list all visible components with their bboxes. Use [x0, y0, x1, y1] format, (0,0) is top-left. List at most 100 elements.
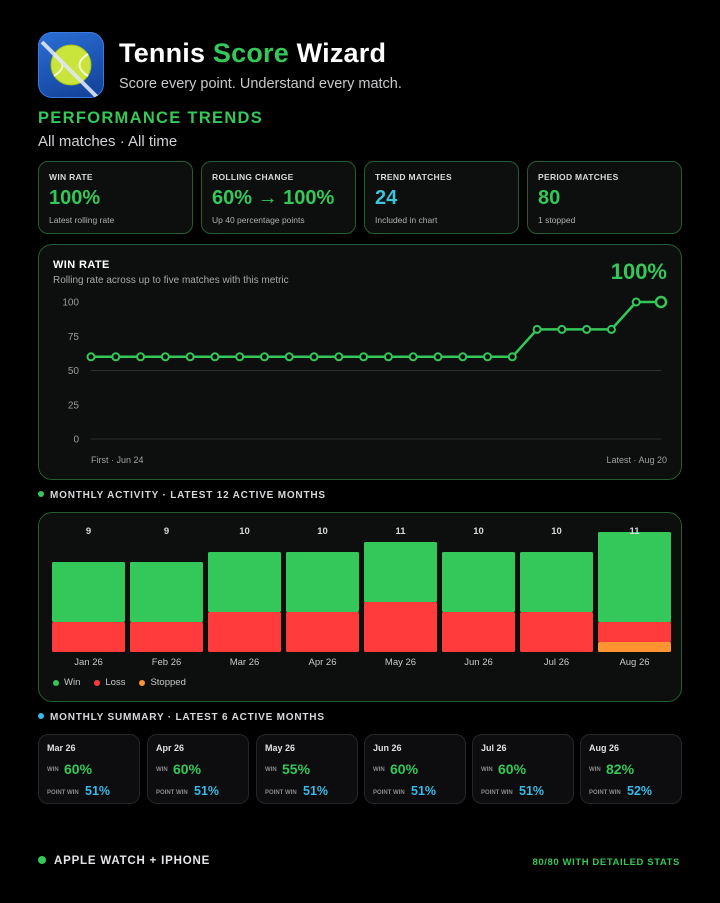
stat-card-rolling-change: ROLLING CHANGE 60% → 100% Up 40 percenta…: [201, 161, 356, 234]
win-rate-line: [91, 300, 661, 359]
data-point: [654, 295, 668, 309]
bar-segment-loss: [286, 612, 359, 652]
y-tick-label: 50: [68, 366, 80, 377]
win-value: 82%: [606, 761, 635, 777]
win-swatch-icon: [53, 679, 59, 686]
device-label: APPLE WATCH + IPHONE: [38, 855, 210, 867]
bar-total-label: 11: [629, 526, 640, 537]
bar-segment-loss: [52, 622, 125, 652]
tennis-ball-icon: [40, 40, 100, 98]
data-point: [309, 352, 319, 362]
point-win-label: POINT WIN: [47, 790, 79, 796]
stat-card-trend-matches: TREND MATCHES 24 Included in chart: [364, 161, 519, 234]
win-value: 60%: [64, 761, 93, 777]
data-point: [111, 352, 121, 362]
summary-card-jul[interactable]: Jul 26 WIN 60% POINT WIN 51%: [472, 734, 574, 804]
stat-label: PERIOD MATCHES: [538, 172, 619, 182]
summary-card-mar[interactable]: Mar 26 WIN 60% POINT WIN 51%: [38, 734, 140, 804]
stat-note: Latest rolling rate: [49, 215, 115, 225]
summary-month: May 26: [265, 743, 296, 753]
title-part-3: Wizard: [296, 38, 387, 68]
stat-note: Up 40 percentage points: [212, 215, 305, 225]
legend-label: Loss: [105, 677, 126, 688]
data-point: [259, 352, 269, 362]
filter-summary[interactable]: All matches · All time: [38, 133, 178, 150]
win-rate-chart-card: WIN RATE Rolling rate across up to five …: [38, 244, 682, 480]
chart-first-label: First · Jun 24: [91, 455, 144, 465]
monthly-activity-bar-chart: 9 Jan 26 9 Feb 26 10 Mar 26 10 Apr 26 11 May 26 10…: [52, 526, 671, 668]
win-value: 60%: [498, 761, 527, 777]
bar-total-label: 9: [86, 526, 91, 537]
win-value: 60%: [173, 761, 202, 777]
bar-segment-win: [52, 562, 125, 622]
data-point: [359, 352, 369, 362]
bar-segment-win: [598, 532, 671, 622]
stopped-swatch-icon: [139, 679, 146, 686]
data-point: [507, 352, 517, 362]
data-point: [160, 352, 170, 362]
bar-segment-win: [286, 552, 359, 612]
green-dot-icon: [38, 491, 44, 497]
bar-segment-win: [364, 542, 437, 602]
x-tick-label: Jan 26: [74, 657, 103, 668]
win-label: WIN: [373, 767, 385, 773]
bar-segment-win: [208, 552, 281, 612]
point-win-value: 51%: [519, 784, 545, 798]
stat-value: 100%: [49, 187, 101, 209]
point-win-label: POINT WIN: [265, 790, 297, 796]
title-part-2: Score: [212, 38, 297, 68]
point-win-label: POINT WIN: [589, 790, 621, 796]
stat-label: WIN RATE: [49, 172, 93, 182]
x-tick-label: Aug 26: [619, 657, 649, 668]
x-tick-label: Jul 26: [544, 657, 569, 668]
bar-total-label: 10: [473, 526, 484, 537]
x-tick-label: Apr 26: [309, 657, 337, 668]
stat-card-period-matches: PERIOD MATCHES 80 1 stopped: [527, 161, 682, 234]
stat-note: 1 stopped: [538, 215, 576, 225]
title-part-1: Tennis: [119, 38, 213, 68]
stat-label: ROLLING CHANGE: [212, 172, 294, 182]
win-label: WIN: [265, 767, 277, 773]
stat-note: Included in chart: [375, 215, 438, 225]
legend-label: Stopped: [150, 677, 186, 688]
data-point: [86, 352, 96, 362]
bar-segment-stopped: [598, 642, 671, 652]
chart-title: WIN RATE: [53, 259, 110, 271]
chart-legend: Win Loss Stopped: [53, 677, 186, 688]
monthly-activity-title: MONTHLY ACTIVITY · LATEST 12 ACTIVE MONT…: [38, 490, 326, 501]
data-point: [235, 352, 245, 362]
data-point: [532, 324, 542, 334]
summary-card-apr[interactable]: Apr 26 WIN 60% POINT WIN 51%: [147, 734, 249, 804]
legend-item-stopped: Stopped: [139, 677, 186, 688]
bar-segment-loss: [208, 612, 281, 652]
summary-card-may[interactable]: May 26 WIN 55% POINT WIN 51%: [256, 734, 358, 804]
bar-total-label: 10: [551, 526, 562, 537]
y-tick-label: 75: [68, 332, 80, 343]
bar-segment-loss: [130, 622, 203, 652]
summary-month: Aug 26: [589, 743, 620, 753]
data-point: [334, 352, 344, 362]
data-point: [483, 352, 493, 362]
monthly-summary-title: MONTHLY SUMMARY · LATEST 6 ACTIVE MONTHS: [38, 712, 325, 723]
point-win-value: 51%: [303, 784, 329, 798]
summary-card-aug[interactable]: Aug 26 WIN 82% POINT WIN 52%: [580, 734, 682, 804]
data-point: [582, 324, 592, 334]
bar-total-label: 10: [239, 526, 250, 537]
win-rate-line-chart: 0 25 50 75 100: [62, 295, 668, 446]
detailed-stats-count: 80/80 WITH DETAILED STATS: [532, 857, 680, 868]
win-value: 55%: [282, 761, 311, 777]
app-subtitle: Score every point. Understand every matc…: [119, 76, 402, 92]
stat-label: TREND MATCHES: [375, 172, 452, 182]
chart-subtitle: Rolling rate across up to five matches w…: [53, 275, 289, 286]
bar-total-label: 11: [395, 526, 406, 537]
data-point: [185, 352, 195, 362]
status-dot-icon: [38, 856, 46, 864]
bar-segment-loss: [520, 612, 593, 652]
data-point: [631, 297, 641, 307]
point-win-value: 52%: [627, 784, 653, 798]
monthly-activity-card: 9 Jan 26 9 Feb 26 10 Mar 26 10 Apr 26 11 May 26 10…: [38, 512, 682, 702]
summary-month: Mar 26: [47, 743, 76, 753]
point-win-value: 51%: [194, 784, 220, 798]
summary-card-jun[interactable]: Jun 26 WIN 60% POINT WIN 51%: [364, 734, 466, 804]
summary-month: Apr 26: [156, 743, 185, 753]
